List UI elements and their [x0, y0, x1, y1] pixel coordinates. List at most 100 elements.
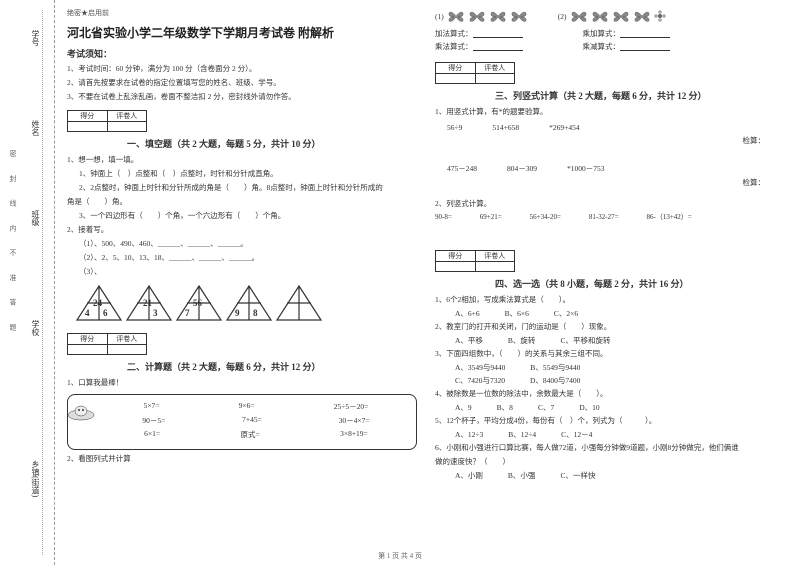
q3-d: D、8400与7400	[530, 375, 580, 386]
cc-1b: 514+658	[492, 123, 519, 132]
q3-a: A、3549与9440	[455, 362, 505, 373]
butterfly-icon	[570, 8, 588, 24]
dotted-line	[42, 10, 43, 555]
section-1-title: 一、填空题（共 2 大题，每题 5 分，共计 10 分）	[127, 137, 417, 150]
q2-line1: （1）、500、490、460、______、______、______。	[79, 238, 417, 250]
calc2-stem: 2、看图列式并计算	[67, 453, 417, 465]
tri1-top: 24	[93, 298, 102, 308]
notice-heading: 考试须知：	[67, 47, 417, 60]
group-label-2: (2)	[558, 12, 567, 21]
butterfly-icon	[468, 8, 486, 24]
group-label-1: (1)	[435, 12, 444, 21]
tri4-right: 8	[253, 308, 258, 318]
q4-c: C、7	[538, 402, 554, 413]
calc-3c: 3×8+19=	[340, 429, 368, 440]
q3-b: B、5549与9440	[530, 362, 580, 373]
formula-row-1: 加法算式： 乘加算式：	[435, 28, 785, 39]
blank-line	[620, 30, 670, 38]
q1-line2: 2、2点整时，钟面上时针和分针所成的角是（ ）角。8点整时，钟面上时针和分针所成…	[79, 182, 417, 194]
q6-a: A、小刚	[455, 470, 483, 481]
triangle-1: 24 4 6	[75, 284, 123, 322]
calc-row-1: 5×7= 9×6= 25÷5－20=	[104, 401, 408, 412]
reviewer-label-4: 评卷人	[476, 251, 515, 262]
section-4-title: 四、选一选（共 8 小题，每题 2 分，共计 16 分）	[495, 277, 785, 290]
q5-b: B、12÷4	[508, 429, 536, 440]
q4-d: D、10	[579, 402, 599, 413]
reviewer-label-3: 评卷人	[476, 63, 515, 74]
add-formula-label: 加法算式：	[435, 28, 473, 39]
q2-a: A、平移	[455, 335, 483, 346]
calc-3a: 6×1=	[144, 429, 160, 440]
butterfly-icon	[489, 8, 507, 24]
q6-c: C、一样快	[560, 470, 595, 481]
calc-box: 5×7= 9×6= 25÷5－20= 90－5= 7+45= 30－4×7= 6…	[67, 394, 417, 450]
score-box-1: 得分 评卷人	[67, 110, 147, 132]
choice-q5-opts: A、12÷3 B、12÷4 C、12－4	[455, 429, 785, 440]
check-label-1: 检算：	[435, 135, 765, 146]
choice-q2-opts: A、平移 B、旋转 C、平移和旋转	[455, 335, 785, 346]
calc-2c: 30－4×7=	[339, 415, 370, 426]
q1-a: A、6+6	[455, 308, 480, 319]
calc-row-3: 6×1= 原式= 3×8+19=	[104, 429, 408, 440]
choice-q2: 2、教室门的打开和关闭，门的运动是（ ）现象。	[435, 321, 785, 333]
score-label-3: 得分	[436, 63, 475, 74]
exam-title: 河北省实验小学二年级数学下学期月考试卷 附解析	[67, 24, 417, 41]
choice-q3-opts: A、3549与9440 B、5549与9440	[455, 362, 785, 373]
q1-stem: 1、想一想，填一填。	[67, 154, 417, 166]
colcalc-row1: 56÷9 514+658 *269+454	[447, 123, 785, 132]
q2-line2: （2）、2、5、10、13、18、______、______、______。	[79, 252, 417, 264]
formula-row-2: 乘法算式： 乘减算式：	[435, 41, 785, 52]
blank-line	[620, 43, 670, 51]
butterfly-icon	[447, 8, 465, 24]
score-box-2: 得分 评卷人	[67, 333, 147, 355]
score-box-4: 得分 评卷人	[435, 250, 515, 272]
q4-a: A、9	[455, 402, 472, 413]
score-label-2: 得分	[68, 334, 107, 345]
choice-q3-opts2: C、7420与7320 D、8400与7400	[455, 375, 785, 386]
choice-q5: 5、12个杯子，平均分成4份，每份有（ ）个，列式为（ ）。	[435, 415, 785, 427]
cc-2c: *1000－753	[567, 163, 605, 174]
q2-c: C、平移和旋转	[560, 335, 610, 346]
multadd-formula-label: 乘加算式：	[583, 28, 621, 39]
colcalc-row2: 475－248 804－309 *1000－753	[447, 163, 785, 174]
ufo-icon	[66, 403, 96, 423]
q1-line2b: 角是（ ）角。	[67, 196, 417, 208]
cc-2b: 804－309	[507, 163, 537, 174]
colcalc2-stem: 2、列竖式计算。	[435, 198, 785, 210]
calc-3b: 原式=	[241, 429, 260, 440]
tri2-top: 21	[143, 298, 152, 308]
choice-q1-opts: A、6+6 B、6×6 C、2×6	[455, 308, 785, 319]
q1-line1: 1、钟面上（ ）点整和（ ）点整时，时针和分针成直角。	[79, 168, 417, 180]
triangle-row: 24 4 6 21 3 56 7 9 8	[75, 284, 417, 322]
right-column: (1) (2) 加法算式： 乘加算式： 乘法算式： 乘减算式：	[435, 8, 785, 560]
q6-b: B、小强	[508, 470, 536, 481]
tri3-top: 56	[193, 298, 202, 308]
choice-q3: 3、下面四组数中，（ ）的关系与其余三组不同。	[435, 348, 785, 360]
q4-b: B、8	[497, 402, 513, 413]
multsub-formula-label: 乘减算式：	[583, 41, 621, 52]
choice-q6: 6、小刚和小强进行口算比赛，每人做72道，小强每分钟做9道题，小刚8分钟做完，他…	[435, 442, 785, 454]
butterfly-row: (1) (2)	[435, 8, 785, 24]
q1-line3: 3、一个四边形有（ ）个角，一个六边形有（ ）个角。	[79, 210, 417, 222]
calc-1b: 9×6=	[239, 401, 255, 412]
choice-q6-opts: A、小刚 B、小强 C、一样快	[455, 470, 785, 481]
margin-label-school: 学校	[30, 320, 41, 336]
bf-group-1: (1)	[435, 8, 528, 24]
reviewer-label: 评卷人	[108, 111, 147, 122]
section-2-title: 二、计算题（共 2 大题，每题 6 分，共计 12 分）	[127, 360, 417, 373]
notice-3: 3、不要在试卷上乱涂乱画，卷面不整洁扣 2 分，密封线外请勿作答。	[67, 91, 417, 103]
check-label-2: 检算：	[435, 177, 765, 188]
cc-1a: 56÷9	[447, 123, 462, 132]
section-3-title: 三、列竖式计算（共 2 大题，每题 6 分，共计 12 分）	[495, 89, 785, 102]
margin-label-id: 学号	[30, 30, 41, 46]
blank-line	[473, 43, 523, 51]
q5-a: A、12÷3	[455, 429, 483, 440]
triangle-3: 56 7	[175, 284, 223, 322]
confidential-tag: 绝密★启用前	[67, 8, 417, 18]
tri1-left: 4	[85, 308, 90, 318]
triangle-2: 21 3	[125, 284, 173, 322]
cc-1c: *269+454	[549, 123, 579, 132]
notice-2: 2、请首先按要求在试卷的指定位置填写您的姓名、班级、学号。	[67, 77, 417, 89]
left-column: 绝密★启用前 河北省实验小学二年级数学下学期月考试卷 附解析 考试须知： 1、考…	[67, 8, 417, 560]
tri1-right: 6	[103, 308, 108, 318]
